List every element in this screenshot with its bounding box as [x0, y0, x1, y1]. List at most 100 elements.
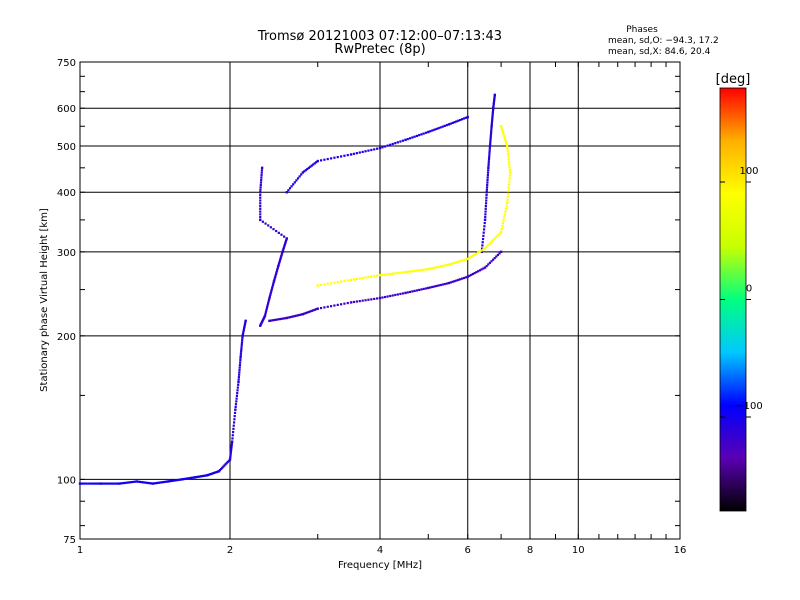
echo-point — [99, 482, 102, 485]
echo-point — [504, 210, 507, 213]
echo-point — [355, 300, 358, 303]
echo-point — [278, 262, 281, 265]
echo-point — [466, 257, 469, 261]
echo-point — [437, 127, 440, 130]
echo-point — [492, 101, 495, 104]
echo-point — [508, 163, 511, 166]
phase-legend: Phases mean, sd,O: −94.3, 17.2 mean, sd,… — [608, 25, 719, 57]
echo-point — [493, 96, 496, 99]
echo-point — [445, 263, 448, 267]
echo-point — [326, 282, 329, 285]
echo-point — [279, 257, 282, 261]
echo-point — [191, 476, 194, 479]
echo-point — [488, 242, 491, 245]
echo-point — [202, 474, 205, 478]
x-tick-label: 6 — [465, 545, 471, 556]
echo-point — [386, 144, 389, 147]
echo-point — [468, 274, 471, 277]
echo-point — [376, 147, 379, 150]
echo-point — [370, 298, 373, 301]
y-axis-label: Stationary phase Virtual Height [km] — [39, 208, 50, 392]
echo-point — [271, 285, 274, 288]
echo-point — [441, 283, 444, 286]
echo-point — [238, 366, 241, 369]
echo-point — [361, 276, 364, 280]
echo-point — [230, 447, 233, 450]
echo-point — [91, 482, 94, 485]
y-tick-label: 750 — [57, 58, 76, 69]
echo-point — [508, 171, 512, 174]
echo-point — [128, 481, 131, 484]
echo-point — [259, 183, 262, 187]
echo-point — [204, 474, 208, 477]
echo-point — [233, 411, 237, 414]
echo-point — [273, 278, 276, 282]
echo-point — [183, 477, 186, 481]
echo-point — [396, 141, 399, 144]
echo-point — [492, 103, 495, 106]
echo-point — [413, 289, 416, 293]
echo-point — [293, 314, 296, 318]
echo-point — [493, 99, 496, 102]
echo-point — [273, 277, 276, 280]
echo-point — [499, 230, 503, 234]
echo-point — [237, 383, 240, 386]
echo-point — [228, 458, 232, 461]
echo-point — [488, 261, 491, 264]
echo-point — [236, 392, 239, 395]
echo-point — [502, 133, 505, 136]
echo-point — [230, 442, 234, 445]
echo-point — [490, 129, 493, 132]
echo-point — [486, 171, 490, 174]
echo-point — [240, 341, 244, 344]
echo-point — [480, 247, 484, 250]
echo-point — [383, 145, 387, 148]
echo-point — [220, 467, 223, 471]
echo-point — [329, 305, 333, 308]
echo-point — [358, 151, 361, 154]
echo-point — [231, 437, 234, 440]
grid-lines — [80, 62, 680, 539]
echo-point — [389, 143, 392, 146]
echo-point — [295, 314, 298, 317]
echo-point — [483, 225, 486, 228]
echo-point — [460, 118, 464, 121]
echo-point — [242, 328, 245, 331]
echo-point — [455, 261, 458, 264]
echo-point — [159, 481, 162, 484]
echo-point — [506, 192, 510, 195]
echo-point — [488, 144, 492, 148]
echo-point — [241, 333, 245, 336]
echo-point — [278, 260, 281, 263]
echo-point — [477, 270, 480, 273]
echo-point — [269, 291, 272, 295]
x-axis-ticks: 1 2 4 6 8 10 16 — [77, 62, 686, 556]
echo-point — [481, 241, 484, 244]
echo-point — [504, 138, 507, 142]
echo-point — [267, 300, 270, 303]
echo-point — [232, 421, 236, 424]
echo-point — [475, 271, 478, 274]
echo-point — [259, 193, 262, 197]
echo-point — [95, 482, 98, 485]
echo-point — [418, 288, 421, 292]
echo-point — [296, 177, 300, 180]
echo-point — [78, 482, 82, 485]
echo-point — [312, 163, 315, 166]
echo-point — [283, 245, 286, 248]
echo-point — [376, 274, 379, 277]
echo-point — [484, 204, 487, 208]
echo-point — [199, 475, 203, 478]
echo-point — [473, 271, 476, 275]
echo-point — [187, 477, 190, 480]
echo-point — [488, 151, 491, 154]
echo-point — [449, 281, 452, 284]
echo-point — [85, 482, 88, 485]
echo-point — [484, 207, 487, 210]
echo-point — [470, 273, 473, 277]
echo-point — [196, 475, 199, 479]
echo-point — [485, 264, 488, 268]
echo-point — [260, 171, 263, 174]
echo-point — [225, 462, 228, 465]
echo-point — [319, 159, 323, 162]
